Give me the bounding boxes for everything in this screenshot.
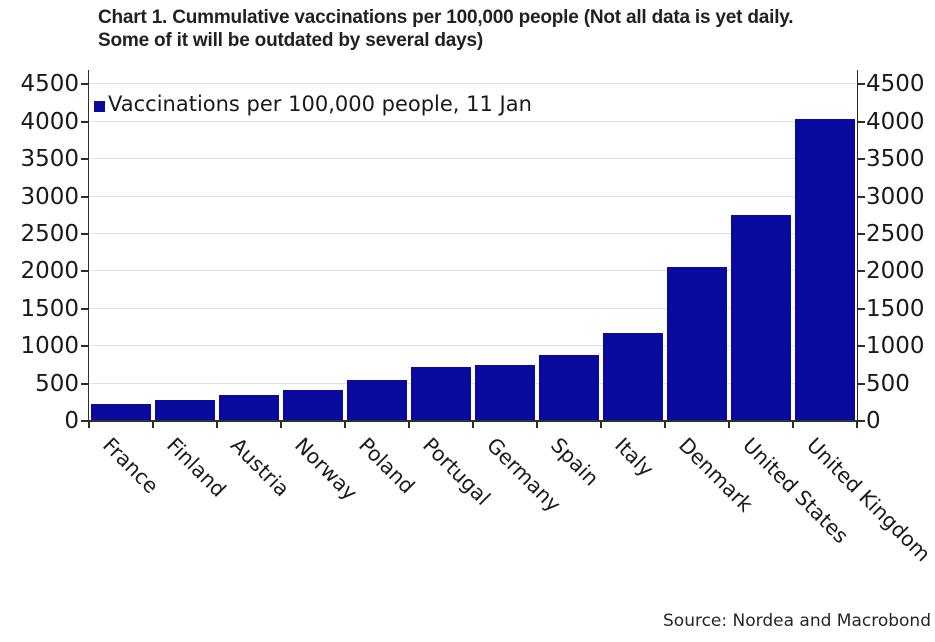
y-tick-label-right-2500: 2500	[866, 221, 925, 247]
y-tick-label-right-3000: 3000	[866, 183, 925, 210]
y-tick-label-left-2500: 2500	[20, 221, 79, 247]
y-axis-spine-left	[87, 70, 89, 421]
x-tick-6	[472, 421, 474, 428]
x-tick-12	[856, 421, 858, 428]
y-tick-left-3500	[80, 158, 88, 161]
x-tick-0	[88, 421, 90, 428]
gridline-4500	[89, 83, 857, 85]
gridline-2000	[89, 270, 857, 272]
chart-title-line2: Some of it will be outdated by several d…	[98, 29, 484, 51]
y-tick-label-left-3000: 3000	[20, 183, 79, 210]
gridline-3000	[89, 195, 857, 197]
y-tick-label-right-0: 0	[866, 408, 881, 434]
x-tick-1	[152, 421, 154, 428]
y-tick-left-2000	[80, 270, 88, 273]
y-tick-label-left-500: 500	[35, 370, 79, 397]
x-tick-8	[600, 421, 602, 428]
y-tick-label-right-1000: 1000	[866, 333, 925, 360]
y-tick-label-right-500: 500	[866, 370, 910, 397]
x-tick-3	[280, 421, 282, 428]
plot-area	[89, 70, 857, 421]
y-tick-right-4000	[858, 120, 865, 123]
bar-finland	[155, 400, 215, 421]
x-tick-label-finland: Finland	[162, 433, 231, 502]
x-tick-label-poland: Poland	[354, 433, 420, 499]
y-tick-label-right-1500: 1500	[866, 295, 925, 322]
y-tick-label-right-3500: 3500	[866, 146, 925, 173]
y-tick-left-3000	[80, 195, 88, 198]
bar-united-kingdom	[795, 118, 855, 421]
x-tick-4	[344, 421, 346, 428]
gridline-500	[89, 382, 857, 384]
y-tick-right-1500	[858, 307, 865, 310]
x-tick-9	[664, 421, 666, 428]
y-tick-left-2500	[80, 233, 88, 235]
y-tick-left-500	[80, 382, 88, 385]
source-note: Source: Nordea and Macrobond	[663, 611, 931, 631]
y-tick-left-4000	[80, 120, 88, 123]
x-tick-10	[728, 421, 730, 428]
y-tick-label-right-4500: 4500	[866, 71, 925, 98]
bar-austria	[219, 395, 279, 421]
y-tick-right-2000	[858, 270, 865, 273]
y-tick-right-1000	[858, 345, 865, 348]
x-tick-label-spain: Spain	[546, 433, 604, 491]
y-tick-right-4500	[858, 83, 865, 86]
x-tick-2	[216, 421, 218, 428]
y-tick-label-left-1500: 1500	[20, 295, 79, 322]
y-tick-right-3000	[858, 195, 865, 198]
y-tick-right-2500	[858, 233, 865, 235]
y-tick-right-0	[858, 420, 865, 422]
y-tick-label-right-2000: 2000	[866, 258, 925, 285]
legend-swatch-icon	[94, 101, 105, 112]
x-tick-label-italy: Italy	[610, 433, 659, 482]
y-tick-left-1500	[80, 307, 88, 310]
bar-italy	[603, 333, 663, 421]
bar-norway	[283, 389, 343, 421]
y-tick-label-left-0: 0	[64, 408, 79, 434]
y-tick-left-4500	[80, 83, 88, 86]
chart-title-line1: Chart 1. Cummulative vaccinations per 10…	[98, 7, 794, 28]
legend-label: Vaccinations per 100,000 people, 11 Jan	[108, 92, 532, 116]
gridline-1500	[89, 307, 857, 309]
y-axis-spine-right	[856, 70, 858, 421]
y-tick-right-500	[858, 382, 865, 385]
chart-title: Chart 1. Cummulative vaccinations per 10…	[98, 7, 858, 52]
bar-denmark	[667, 266, 727, 421]
y-tick-label-left-3500: 3500	[20, 146, 79, 173]
bar-germany	[475, 364, 535, 421]
y-tick-label-left-1000: 1000	[20, 333, 79, 360]
bar-portugal	[411, 367, 471, 421]
gridline-3500	[89, 158, 857, 160]
x-tick-11	[792, 421, 794, 428]
y-tick-label-left-4500: 4500	[20, 71, 79, 98]
x-tick-label-france: France	[98, 433, 164, 499]
gridline-4000	[89, 120, 857, 122]
y-tick-left-0	[80, 420, 88, 422]
gridline-1000	[89, 345, 857, 347]
bar-france	[91, 403, 151, 421]
x-tick-label-norway: Norway	[290, 433, 362, 505]
x-tick-7	[536, 421, 538, 428]
y-tick-label-right-4000: 4000	[866, 108, 925, 135]
x-tick-label-austria: Austria	[226, 433, 295, 502]
y-tick-label-left-4000: 4000	[20, 108, 79, 135]
y-tick-label-left-2000: 2000	[20, 258, 79, 285]
x-tick-label-portugal: Portugal	[418, 433, 496, 511]
x-tick-5	[408, 421, 410, 428]
bar-spain	[539, 355, 599, 421]
y-tick-left-1000	[80, 345, 88, 348]
y-tick-right-3500	[858, 158, 865, 161]
bar-poland	[347, 379, 407, 421]
bar-united-states	[731, 215, 791, 421]
gridline-2500	[89, 233, 857, 234]
